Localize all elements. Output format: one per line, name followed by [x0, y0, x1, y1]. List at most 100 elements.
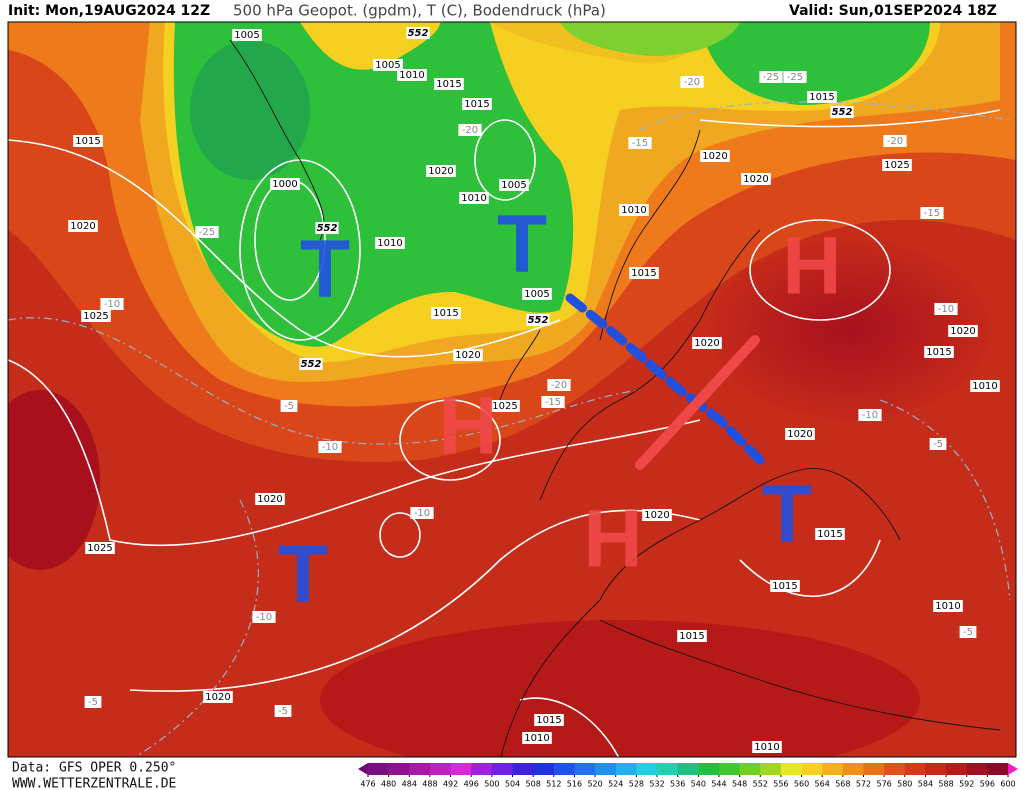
isobar-label-box — [619, 204, 649, 216]
pressure-annotation: T — [300, 224, 350, 315]
isobar-label: 1010 — [461, 193, 486, 204]
isobar-label: 1005 — [524, 289, 549, 300]
isobar-label: 1025 — [87, 543, 112, 554]
colorbar-tick-label: 496 — [464, 780, 479, 789]
colorbar-tick-label: 584 — [918, 780, 933, 789]
temperature-label-box — [541, 396, 565, 408]
isobar-label-box — [522, 732, 552, 744]
temperature-label-box — [274, 705, 292, 717]
isobar-label: 1020 — [428, 166, 453, 177]
temperature-label: -25 — [787, 72, 803, 83]
geopotential-label: 552 — [528, 315, 549, 326]
isobar-label-box — [85, 542, 115, 554]
isobar-label-box — [203, 691, 233, 703]
map-frame — [7, 21, 1017, 758]
colorbar-cell — [780, 763, 803, 775]
colorbar-tick-label: 600 — [1000, 780, 1015, 789]
colorbar-tick-label: 528 — [629, 780, 644, 789]
pressure-annotation: T — [762, 469, 812, 560]
isobar-label-box — [426, 165, 456, 177]
isobar-label-box — [815, 528, 845, 540]
isobar-label: 1015 — [809, 92, 834, 103]
temperature-label-box — [252, 611, 276, 623]
colorbar-cell — [409, 763, 431, 775]
colorbar-cell — [657, 763, 679, 775]
temperature-label-box — [959, 626, 977, 638]
temperature-label-box — [628, 137, 652, 149]
isobar-label-box — [785, 428, 815, 440]
pressure-annotation: H — [438, 381, 497, 472]
colorbar-tick-label: 516 — [567, 780, 582, 789]
isotherm-line — [639, 101, 1011, 131]
geopotential-label-box — [830, 106, 854, 118]
isobar-label-box — [692, 337, 722, 349]
colorbar-tick-label: 580 — [897, 780, 912, 789]
temperature-label: -5 — [933, 439, 943, 450]
isobar-line — [129, 509, 701, 692]
temperature-label-box — [783, 71, 807, 83]
isobar-label: 1015 — [817, 529, 842, 540]
isobar-label-box — [882, 159, 912, 171]
temperature-label: -10 — [414, 508, 430, 519]
isobar-label: 1015 — [679, 631, 704, 642]
colorbar-tick-label: 480 — [381, 780, 396, 789]
isobar-line — [699, 109, 1001, 128]
warm-core — [320, 620, 920, 757]
colorbar-cell — [368, 763, 390, 775]
isobar-label: 1010 — [524, 733, 549, 744]
temperature-label-box — [883, 135, 907, 147]
colorbar-tick-label: 552 — [753, 780, 768, 789]
isobar-line — [519, 697, 620, 757]
isobar-line — [739, 539, 881, 597]
colorbar-cell — [842, 763, 864, 775]
isobar-label-box — [453, 349, 483, 361]
isobar-label: 1020 — [950, 326, 975, 337]
isobar-label-box — [255, 493, 285, 505]
temperature-label-box — [410, 507, 434, 519]
isobar-label-box — [397, 69, 427, 81]
isobars — [8, 109, 1001, 757]
warm-core — [710, 240, 990, 420]
map-title: 500 hPa Geopot. (gpdm), T (C), Bodendruc… — [233, 2, 606, 20]
temperature-label: -10 — [938, 304, 954, 315]
colorbar-tick-label: 596 — [980, 780, 995, 789]
website: WWW.WETTERZENTRALE.DE — [12, 777, 176, 790]
isobar-label: 1020 — [644, 510, 669, 521]
colorbar-cell — [760, 763, 782, 775]
temperature-label-box — [318, 441, 342, 453]
isobar-line — [749, 219, 891, 321]
isobar-label: 1020 — [702, 151, 727, 162]
colorbar-cell — [946, 763, 968, 775]
colorbar-tick-label: 588 — [938, 780, 953, 789]
temperature-label-box — [458, 124, 482, 136]
geopotential-label: 552 — [408, 28, 429, 39]
temperature-label-box — [858, 409, 882, 421]
colorbar-tick-label: 568 — [835, 780, 850, 789]
isobar-label-box — [752, 741, 782, 753]
ridge-line — [635, 335, 760, 470]
colorbar-tick-label: 524 — [608, 780, 623, 789]
isotherm-line — [879, 399, 1011, 601]
isobar-label: 1010 — [935, 601, 960, 612]
temperature-label: -15 — [545, 397, 561, 408]
coastline — [539, 229, 761, 501]
colorbar-cell — [863, 763, 885, 775]
isobar-label-box — [490, 400, 520, 412]
isobar-label: 1020 — [205, 692, 230, 703]
trough-line — [565, 293, 765, 465]
temperature-label: -5 — [284, 401, 294, 412]
colorbar-tick-label: 548 — [732, 780, 747, 789]
valid-time: Valid: Sun,01SEP2024 18Z — [789, 3, 997, 19]
colorbar-tick-label: 520 — [587, 780, 602, 789]
colorbar-cell — [987, 763, 1009, 775]
colorbar-tick-label: 560 — [794, 780, 809, 789]
temperature-label: -20 — [462, 125, 478, 136]
isobar-label: 1015 — [433, 308, 458, 319]
data-source: Data: GFS OPER 0.250° — [12, 761, 176, 776]
isobar-label: 1020 — [787, 429, 812, 440]
temperature-label: -5 — [278, 706, 288, 717]
yellow-band — [300, 22, 440, 70]
isobar-label: 1025 — [492, 401, 517, 412]
isobar-label-box — [933, 600, 963, 612]
isobar-line — [379, 512, 421, 558]
